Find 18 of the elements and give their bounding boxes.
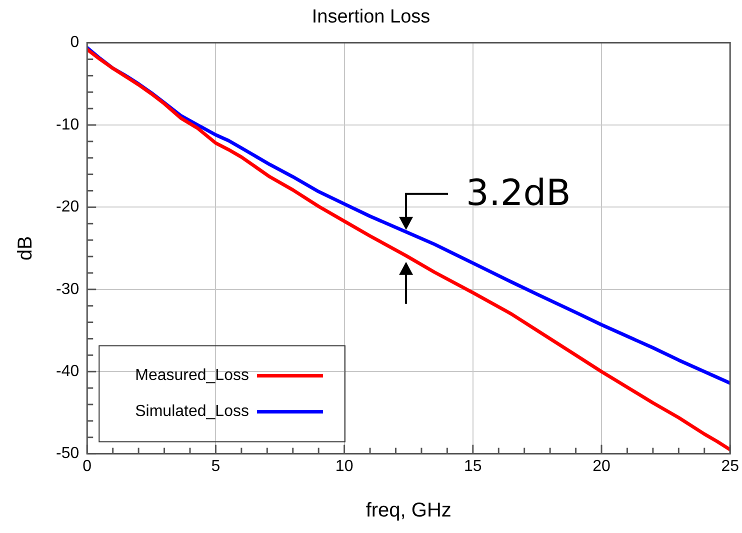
annotation: 3.2dB bbox=[466, 173, 571, 214]
y-tick-label: -50 bbox=[56, 445, 80, 462]
y-tick-label: -20 bbox=[56, 198, 80, 216]
y-tick-label: 0 bbox=[70, 34, 80, 52]
y-tick-label: -10 bbox=[56, 116, 80, 134]
x-tick-label: 25 bbox=[721, 458, 740, 475]
x-tick-label: 10 bbox=[335, 458, 354, 475]
y-tick-label: -30 bbox=[56, 280, 80, 298]
x-tick-label: 0 bbox=[82, 458, 92, 475]
legend-label: Measured_Loss bbox=[135, 367, 249, 384]
chart-title: Insertion Loss bbox=[312, 6, 430, 28]
legend-label: Simulated_Loss bbox=[135, 403, 249, 420]
x-tick-label: 15 bbox=[464, 458, 482, 475]
x-tick-label: 20 bbox=[592, 458, 611, 475]
y-axis-title: dB bbox=[14, 236, 37, 261]
x-tick-label: 5 bbox=[211, 458, 220, 475]
y-tick-label: -40 bbox=[56, 363, 80, 380]
x-axis-title: freq, GHz bbox=[366, 500, 452, 522]
